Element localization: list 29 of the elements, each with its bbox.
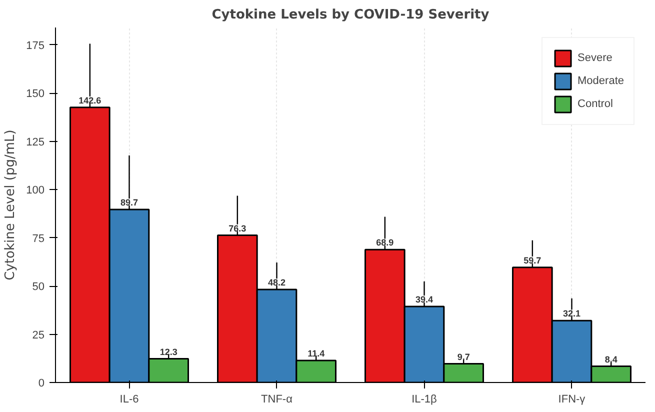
- legend-label: Moderate: [578, 75, 624, 87]
- x-tick-label: TNF-α: [261, 394, 294, 406]
- y-tick-label: 175: [26, 40, 45, 52]
- x-tick-label: IL-1β: [412, 394, 437, 406]
- y-tick-label: 0: [38, 378, 45, 390]
- data-label: 12.3: [160, 346, 178, 357]
- y-tick-label: 100: [26, 184, 45, 197]
- data-label: 8.4: [604, 354, 618, 364]
- y-tick-label: 125: [26, 136, 45, 148]
- data-label: 142.6: [78, 95, 102, 106]
- data-label: 89.7: [120, 197, 138, 208]
- data-label: 76.3: [228, 223, 246, 234]
- data-label: 59.7: [524, 255, 542, 266]
- x-tick-label: IFN-γ: [558, 394, 586, 406]
- y-tick-label: 50: [32, 281, 45, 294]
- data-label: 68.9: [376, 238, 394, 248]
- x-tick-label: IL-6: [120, 394, 139, 406]
- data-label: 11.4: [308, 348, 325, 359]
- y-axis-title: Cytokine Level (pg/mL): [3, 130, 18, 280]
- y-tick-label: 150: [26, 88, 45, 100]
- legend-label: Severe: [578, 52, 612, 64]
- chart-title: Cytokine Levels by COVID-19 Severity: [212, 8, 490, 22]
- data-label: 32.1: [562, 308, 581, 319]
- data-label: 48.2: [268, 278, 286, 288]
- y-tick-label: 25: [32, 329, 45, 342]
- legend-label: Control: [578, 98, 613, 110]
- y-tick-label: 75: [32, 232, 45, 245]
- data-label: 39.4: [415, 294, 434, 304]
- data-label: 9.7: [457, 352, 470, 362]
